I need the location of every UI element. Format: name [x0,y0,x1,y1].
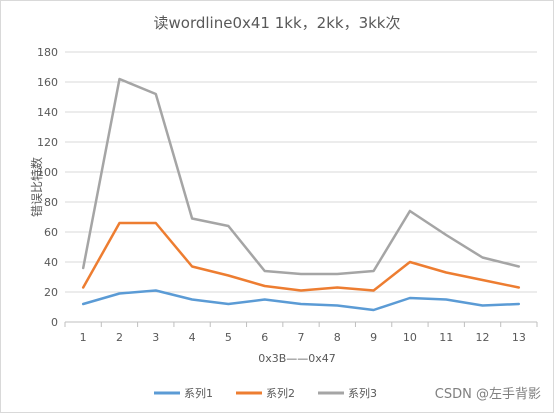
y-tick-label: 20 [44,286,58,299]
y-tick-label: 180 [37,46,58,59]
y-tick-label: 80 [44,196,58,209]
x-tick-label: 10 [403,331,417,344]
series-line-2 [81,221,521,292]
x-tick-label: 8 [334,331,341,344]
x-tick-label: 12 [476,331,490,344]
y-tick-label: 40 [44,256,58,269]
y-tick-label: 140 [37,106,58,119]
y-tick-label: 160 [37,76,58,89]
x-tick-label: 5 [225,331,232,344]
series-line-3 [81,77,521,276]
x-tick-label: 6 [261,331,268,344]
x-tick-label: 9 [370,331,377,344]
legend-label: 系列2 [266,386,295,400]
y-tick-label: 0 [51,316,58,329]
x-tick-label: 7 [298,331,305,344]
x-tick-label: 3 [152,331,159,344]
legend-label: 系列1 [184,386,213,400]
series-line-1 [81,289,521,312]
x-tick-label: 13 [512,331,526,344]
legend-label: 系列3 [348,386,377,400]
x-tick-label: 11 [439,331,453,344]
y-tick-label: 120 [37,136,58,149]
x-axis-title: 0x3B——0x47 [258,352,336,365]
y-tick-label: 100 [37,166,58,179]
watermark: CSDN @左手背影 [434,387,541,402]
x-tick-label: 4 [189,331,196,344]
y-tick-label: 60 [44,226,58,239]
y-axis-title: 错误比特数 [29,157,44,217]
x-tick-label: 2 [116,331,123,344]
x-tick-label: 1 [80,331,87,344]
chart-title: 读wordline0x41 1kk，2kk，3kk次 [153,14,401,32]
